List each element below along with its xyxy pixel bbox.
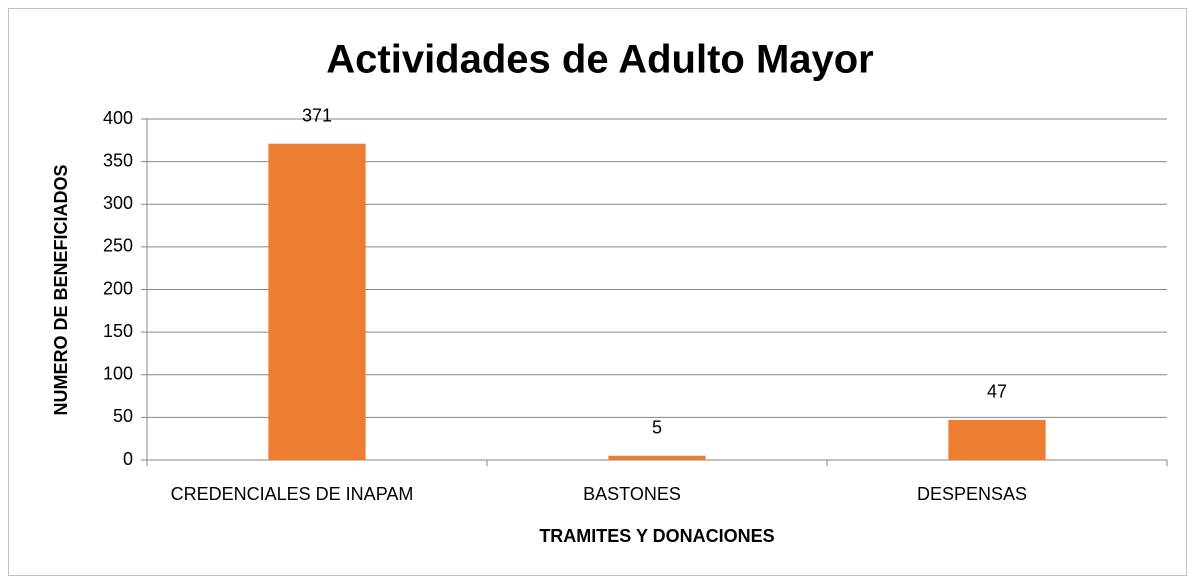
data-label: 47 <box>987 382 1007 402</box>
x-tick-label: DESPENSAS <box>917 484 1027 504</box>
x-tick-label: BASTONES <box>583 484 681 504</box>
y-axis-label: NUMERO DE BENEFICIADOS <box>51 164 71 415</box>
y-tick-label: 400 <box>103 108 133 128</box>
data-label: 5 <box>652 417 662 437</box>
y-tick-label: 250 <box>103 236 133 256</box>
y-tick-label: 0 <box>123 449 133 469</box>
x-tick-label: CREDENCIALES DE INAPAM <box>171 484 414 504</box>
bar <box>268 143 366 460</box>
y-tick-label: 100 <box>103 364 133 384</box>
bar <box>948 419 1046 460</box>
chart-frame <box>8 8 1187 576</box>
y-tick-label: 300 <box>103 193 133 213</box>
x-axis-label: TRAMITES Y DONACIONES <box>539 526 774 546</box>
data-label: 371 <box>302 105 332 125</box>
y-tick-label: 150 <box>103 321 133 341</box>
y-tick-label: 200 <box>103 278 133 298</box>
y-tick-label: 350 <box>103 150 133 170</box>
chart-title: Actividades de Adulto Mayor <box>326 38 874 82</box>
bar <box>608 455 706 460</box>
y-tick-label: 50 <box>113 406 133 426</box>
